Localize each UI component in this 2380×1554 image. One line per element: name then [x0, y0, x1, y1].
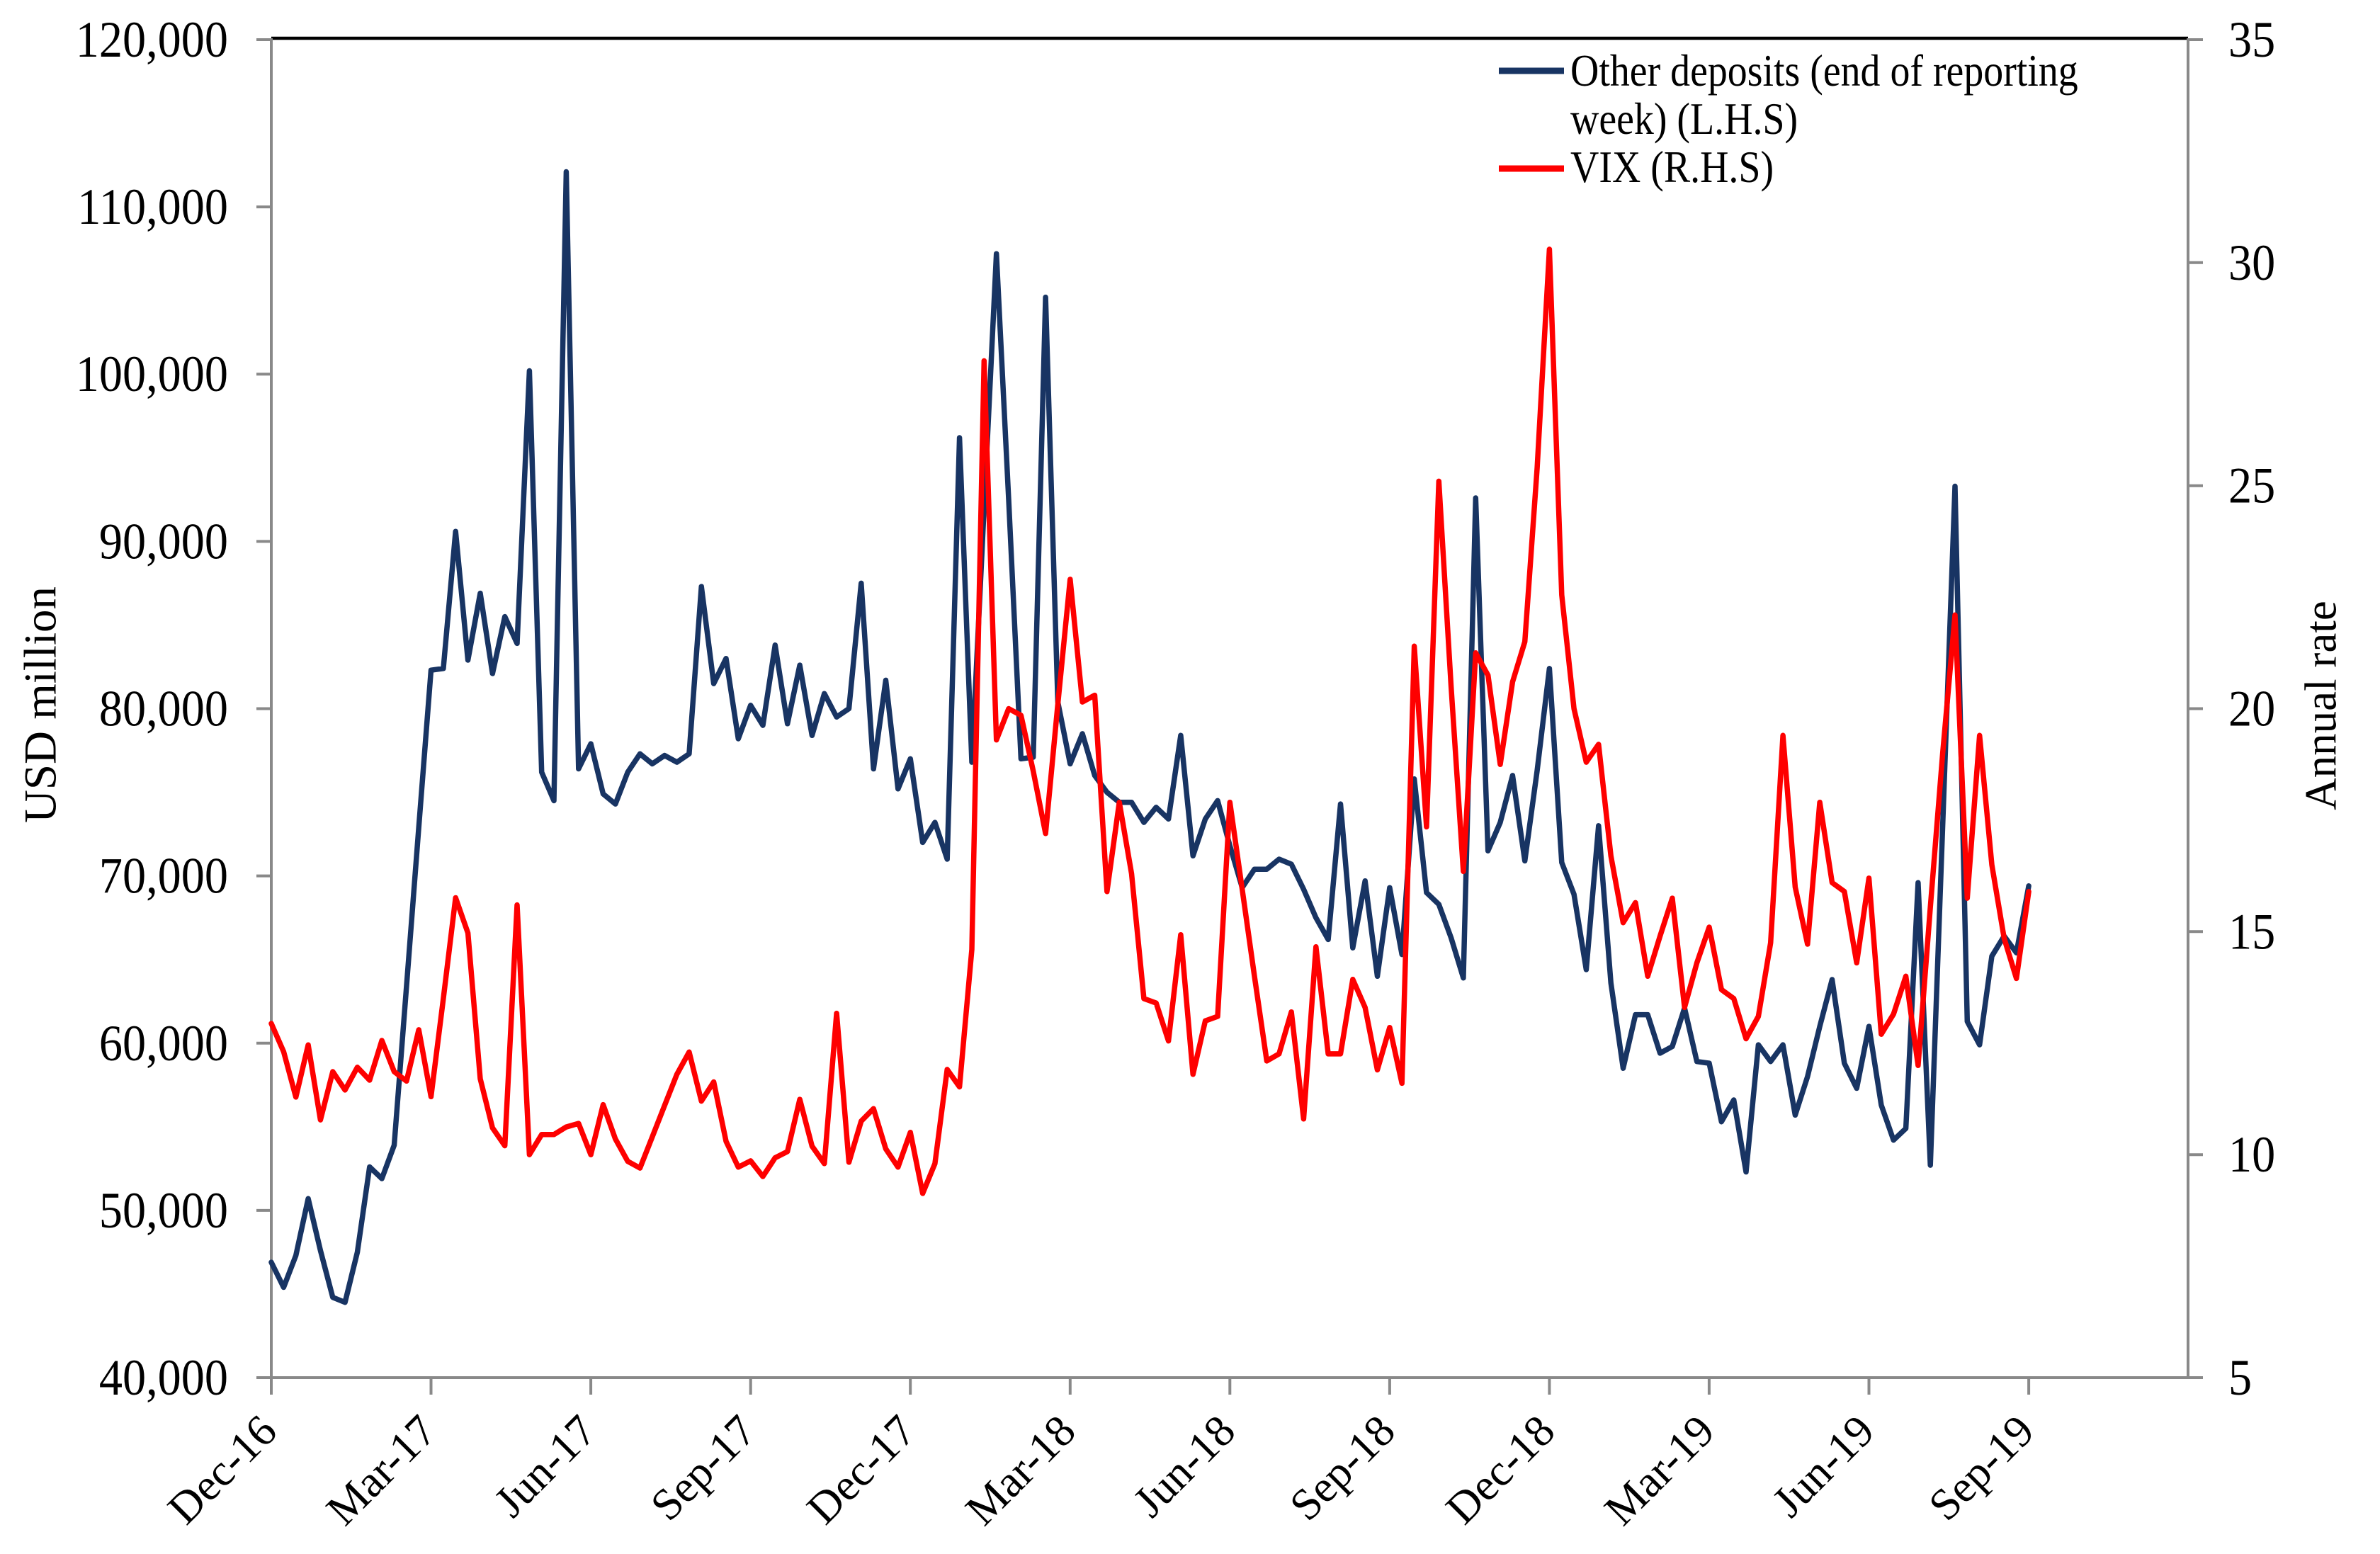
- svg-text:70,000: 70,000: [99, 847, 228, 904]
- svg-text:5: 5: [2228, 1349, 2252, 1405]
- svg-text:15: 15: [2228, 903, 2275, 960]
- svg-text:110,000: 110,000: [77, 178, 228, 235]
- svg-text:60,000: 60,000: [99, 1014, 228, 1071]
- svg-text:80,000: 80,000: [99, 680, 228, 737]
- svg-text:100,000: 100,000: [76, 346, 228, 402]
- svg-text:35: 35: [2228, 11, 2275, 67]
- svg-text:Other deposits (end of reporti: Other deposits (end of reporting: [1570, 45, 2078, 95]
- svg-text:week) (L.H.S): week) (L.H.S): [1570, 93, 1798, 143]
- svg-text:VIX (R.H.S): VIX (R.H.S): [1570, 141, 1774, 191]
- svg-text:90,000: 90,000: [99, 513, 228, 569]
- svg-text:30: 30: [2228, 234, 2275, 290]
- svg-text:40,000: 40,000: [99, 1349, 228, 1405]
- svg-text:USD million: USD million: [16, 586, 67, 823]
- svg-text:20: 20: [2228, 680, 2275, 737]
- svg-text:25: 25: [2228, 457, 2275, 514]
- svg-text:10: 10: [2228, 1126, 2275, 1183]
- svg-text:Annual rate: Annual rate: [2296, 601, 2346, 810]
- svg-text:120,000: 120,000: [76, 11, 228, 67]
- svg-text:50,000: 50,000: [99, 1181, 228, 1238]
